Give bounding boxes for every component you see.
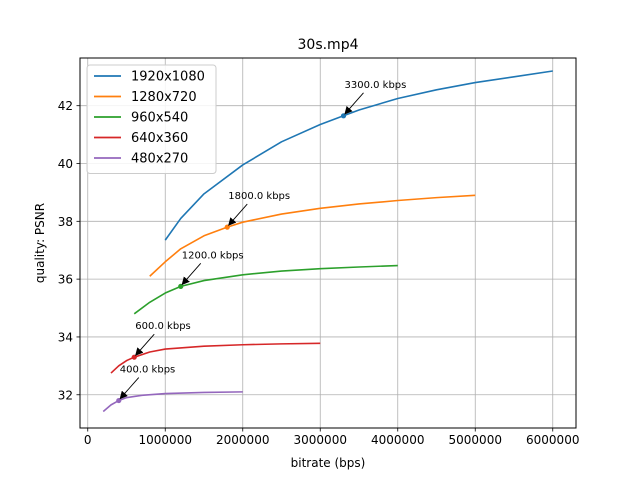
- legend-label: 640x360: [131, 131, 188, 146]
- y-tick-label: 36: [58, 273, 73, 287]
- annotation-label: 1800.0 kbps: [228, 191, 290, 202]
- x-tick-label: 1000000: [139, 433, 192, 447]
- annotation-label: 600.0 kbps: [135, 321, 191, 332]
- y-tick-label: 42: [58, 99, 73, 113]
- annotation-arrow: [119, 377, 140, 400]
- series-line-960x540: [133, 264, 398, 315]
- y-tick-label: 34: [58, 330, 73, 344]
- x-tick-label: 4000000: [371, 433, 424, 447]
- x-axis-ticks: 0 1000000 2000000 3000000 4000000 5000000 6000…: [84, 428, 579, 447]
- series-line-1280x720: [149, 194, 476, 277]
- annotation-label: 400.0 kbps: [120, 365, 176, 376]
- series-line-640x360: [110, 342, 321, 374]
- y-tick-label: 38: [58, 215, 73, 229]
- annotation-arrow: [228, 203, 248, 226]
- x-tick-label: 6000000: [526, 433, 579, 447]
- axes-frame: [79, 57, 577, 429]
- grid-lines: [80, 58, 576, 428]
- annotation-label: 3300.0 kbps: [345, 80, 407, 91]
- legend-box: [86, 64, 217, 174]
- y-axis-label: quality: PSNR: [33, 203, 47, 283]
- x-tick-label: 0: [84, 433, 92, 447]
- legend-label: 1280x720: [131, 90, 197, 105]
- legend-label: 480x270: [131, 152, 188, 167]
- legend-label: 1920x1080: [131, 70, 205, 85]
- y-tick-label: 40: [58, 157, 73, 171]
- annotation-arrow: [135, 333, 155, 356]
- annotation-arrow: [344, 92, 364, 115]
- annotation-layer: 3300.0 kbps 1800.0 kbps 1200.0 kbps 600.0 k…: [116, 80, 407, 404]
- y-axis-ticks: 32 34 36 38 40 42: [58, 99, 80, 402]
- x-tick-label: 2000000: [216, 433, 269, 447]
- x-tick-label: 3000000: [294, 433, 347, 447]
- annotation-arrow: [181, 263, 202, 286]
- legend: 1920x1080 1280x720 960x540 640x360 480x270: [86, 64, 217, 174]
- annotation-label: 1200.0 kbps: [182, 250, 244, 261]
- x-axis-label: bitrate (bps): [291, 456, 366, 470]
- y-tick-label: 32: [58, 388, 73, 402]
- chart-title: 30s.mp4: [298, 37, 359, 53]
- legend-label: 960x540: [131, 111, 188, 126]
- x-tick-label: 5000000: [449, 433, 502, 447]
- series-line-480x270: [102, 391, 243, 413]
